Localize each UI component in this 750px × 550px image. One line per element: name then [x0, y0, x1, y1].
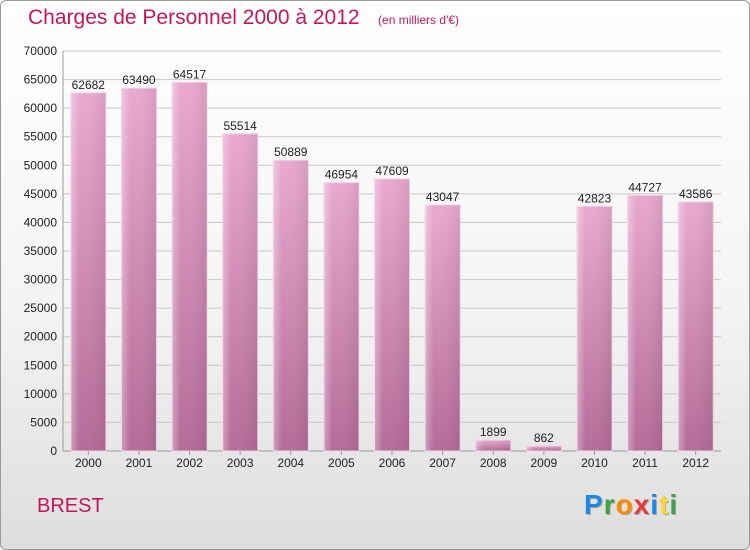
x-tick-label: 2004 — [277, 456, 304, 470]
y-tick-label: 50000 — [24, 158, 58, 172]
bar-shine — [323, 182, 359, 452]
y-tick-label: 0 — [50, 444, 57, 458]
bar-value-label: 43586 — [679, 187, 713, 201]
bar-value-label: 63490 — [122, 73, 156, 87]
logo-letter: o — [615, 489, 634, 520]
bar-value-label: 43047 — [426, 190, 460, 204]
x-tick-label: 2007 — [429, 456, 456, 470]
bar-shine — [273, 160, 309, 451]
bar-value-label: 1899 — [480, 425, 507, 439]
logo-letter: x — [633, 489, 651, 520]
y-tick-label: 35000 — [24, 244, 58, 258]
y-tick-label: 20000 — [24, 330, 58, 344]
bar-shine — [678, 201, 714, 451]
x-tick-label: 2006 — [379, 456, 406, 470]
bar-value-label: 50889 — [274, 145, 308, 159]
y-tick-label: 55000 — [24, 130, 58, 144]
title-row: Charges de Personnel 2000 à 2012 (en mil… — [28, 6, 459, 30]
x-tick-label: 2003 — [227, 456, 254, 470]
x-tick-label: 2008 — [480, 456, 507, 470]
x-tick-label: 2000 — [75, 456, 102, 470]
bar-shine — [70, 92, 106, 452]
logo-letter: t — [659, 489, 670, 520]
y-tick-label: 45000 — [24, 187, 58, 201]
y-tick-label: 10000 — [24, 387, 58, 401]
proxiti-logo: Proxiti — [584, 489, 678, 521]
bar-shine — [526, 446, 562, 451]
city-name: BREST — [37, 495, 104, 517]
bar-shine — [475, 440, 511, 451]
y-tick-label: 70000 — [24, 44, 58, 58]
x-tick-label: 2009 — [530, 456, 557, 470]
x-tick-label: 2011 — [632, 456, 658, 470]
chart-title: Charges de Personnel 2000 à 2012 — [28, 6, 360, 29]
y-tick-label: 30000 — [24, 273, 58, 287]
bar-value-label: 46954 — [325, 168, 359, 182]
bar-shine — [172, 82, 208, 452]
bar-shine — [576, 206, 612, 451]
y-axis-ticks: 0 5000 10000 15000 20000 25000 30000 35000 40000… — [24, 44, 58, 458]
x-tick-label: 2001 — [126, 456, 153, 470]
bar-value-label: 64517 — [173, 67, 207, 81]
logo-letter: P — [584, 489, 604, 520]
bar-shine — [627, 195, 663, 451]
bar-value-label: 44727 — [628, 180, 662, 194]
x-tick-label: 2010 — [581, 456, 608, 470]
logo-letter: r — [603, 489, 616, 520]
bar-value-label: 62682 — [72, 78, 106, 92]
x-axis-ticks: 2000 2001 2002 2003 2004 2005 2006 2007 2008 2009… — [75, 451, 709, 470]
logo-letter: i — [669, 489, 679, 520]
y-tick-label: 5000 — [30, 415, 57, 429]
logo-letter: i — [650, 489, 660, 520]
chart-subtitle: (en milliers d'€) — [378, 13, 460, 27]
bar-shine — [222, 133, 258, 451]
y-tick-label: 65000 — [24, 73, 58, 87]
value-labels: 62682 63490 64517 55514 50889 46954 47609 43047… — [72, 67, 713, 445]
y-tick-label: 15000 — [24, 358, 58, 372]
x-tick-label: 2002 — [176, 456, 203, 470]
y-tick-label: 40000 — [24, 215, 58, 229]
y-tick-label: 25000 — [24, 301, 58, 315]
bar-value-label: 55514 — [223, 119, 257, 133]
bar-shine — [425, 205, 461, 451]
bar-shine — [121, 88, 157, 451]
bars — [70, 81, 714, 452]
bar-value-label: 42823 — [578, 191, 612, 205]
y-tick-label: 60000 — [24, 101, 58, 115]
x-tick-label: 2005 — [328, 456, 355, 470]
x-tick-label: 2012 — [682, 456, 709, 470]
bar-shine — [374, 178, 410, 451]
bar-value-label: 47609 — [375, 164, 409, 178]
bar-value-label: 862 — [534, 431, 554, 445]
